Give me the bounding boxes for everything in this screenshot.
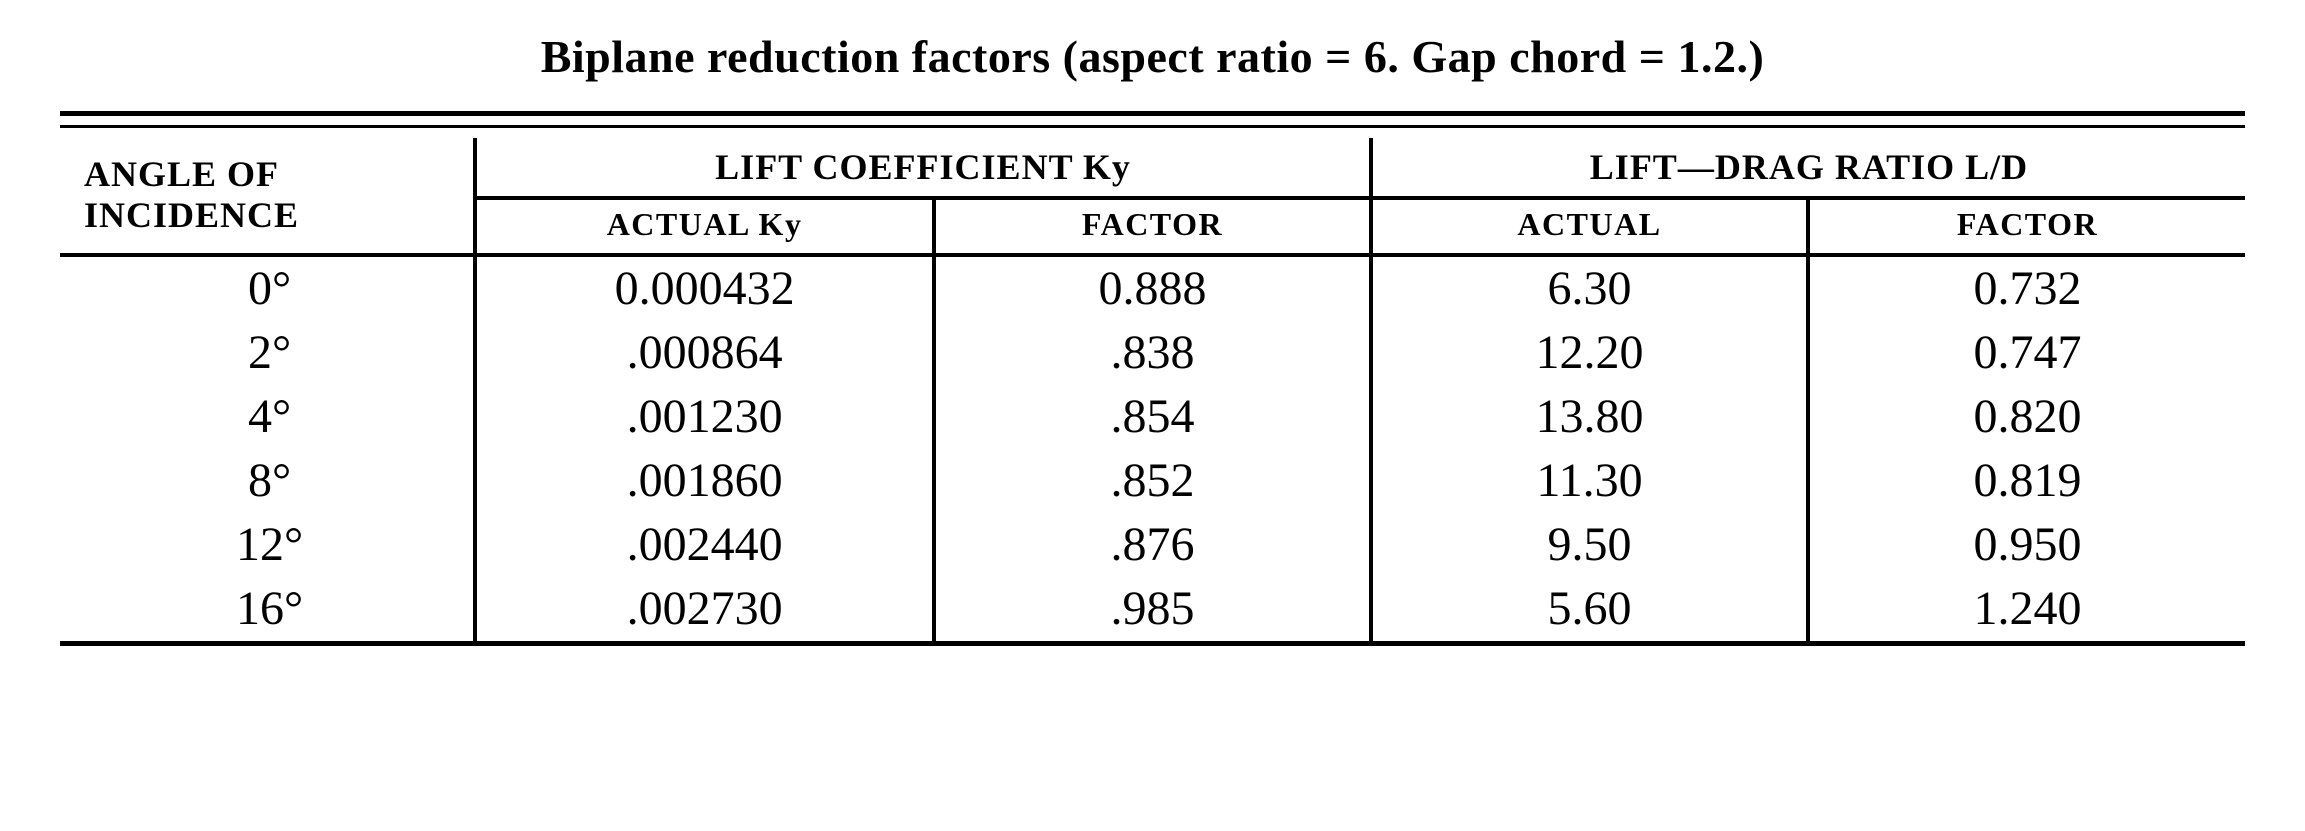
col-header-angle-line1: ANGLE OFINCIDENCE (84, 154, 299, 235)
table-row: 8° .001860 .852 11.30 0.819 (60, 449, 2245, 513)
cell-factor2: 0.820 (1808, 385, 2245, 449)
table-row: 12° .002440 .876 9.50 0.950 (60, 513, 2245, 577)
col-header-actual: ACTUAL (1371, 198, 1808, 255)
col-header-lift-group: LIFT COEFFICIENT Ky (475, 138, 1371, 198)
col-header-angle: ANGLE OFINCIDENCE (60, 138, 475, 255)
cell-actual-ky: .000864 (475, 321, 934, 385)
table-container: ANGLE OFINCIDENCE LIFT COEFFICIENT Ky LI… (60, 111, 2245, 646)
cell-angle: 12° (60, 513, 475, 577)
cell-actual: 13.80 (1371, 385, 1808, 449)
cell-actual: 9.50 (1371, 513, 1808, 577)
cell-factor1: 0.888 (934, 255, 1371, 321)
cell-actual: 6.30 (1371, 255, 1808, 321)
cell-factor2: 0.732 (1808, 255, 2245, 321)
cell-actual-ky: .001860 (475, 449, 934, 513)
cell-factor1: .838 (934, 321, 1371, 385)
table-row: 2° .000864 .838 12.20 0.747 (60, 321, 2245, 385)
cell-factor1: .985 (934, 577, 1371, 644)
cell-actual: 12.20 (1371, 321, 1808, 385)
cell-actual-ky: 0.000432 (475, 255, 934, 321)
cell-angle: 8° (60, 449, 475, 513)
cell-factor2: 1.240 (1808, 577, 2245, 644)
col-header-factor1: FACTOR (934, 198, 1371, 255)
cell-factor2: 0.819 (1808, 449, 2245, 513)
col-header-ld-group: LIFT—DRAG RATIO L/D (1371, 138, 2245, 198)
cell-actual-ky: .002730 (475, 577, 934, 644)
table-row: 4° .001230 .854 13.80 0.820 (60, 385, 2245, 449)
cell-actual: 5.60 (1371, 577, 1808, 644)
col-header-factor2: FACTOR (1808, 198, 2245, 255)
table-title: Biplane reduction factors (aspect ratio … (60, 30, 2245, 83)
cell-angle: 16° (60, 577, 475, 644)
col-header-actual-ky: ACTUAL Ky (475, 198, 934, 255)
cell-actual-ky: .002440 (475, 513, 934, 577)
biplane-reduction-table: ANGLE OFINCIDENCE LIFT COEFFICIENT Ky LI… (60, 111, 2245, 646)
cell-actual: 11.30 (1371, 449, 1808, 513)
cell-factor1: .854 (934, 385, 1371, 449)
cell-angle: 0° (60, 255, 475, 321)
cell-angle: 2° (60, 321, 475, 385)
table-row: 0° 0.000432 0.888 6.30 0.732 (60, 255, 2245, 321)
cell-actual-ky: .001230 (475, 385, 934, 449)
cell-angle: 4° (60, 385, 475, 449)
cell-factor1: .852 (934, 449, 1371, 513)
table-body: 0° 0.000432 0.888 6.30 0.732 2° .000864 … (60, 255, 2245, 646)
cell-factor1: .876 (934, 513, 1371, 577)
cell-factor2: 0.950 (1808, 513, 2245, 577)
table-row: 16° .002730 .985 5.60 1.240 (60, 577, 2245, 644)
cell-factor2: 0.747 (1808, 321, 2245, 385)
